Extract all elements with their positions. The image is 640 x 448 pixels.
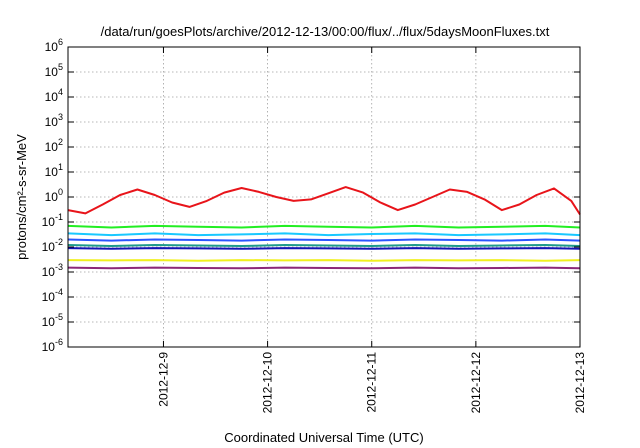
y-tick-base: 10 — [45, 165, 59, 179]
y-tick-base: 10 — [42, 315, 56, 329]
y-tick-exponent: -3 — [55, 262, 63, 272]
y-tick-exponent: -6 — [55, 337, 63, 347]
y-tick-base: 10 — [42, 290, 56, 304]
y-tick-label: 10-3 — [42, 262, 63, 279]
y-tick-exponent: -2 — [55, 237, 63, 247]
series-line-6 — [67, 247, 581, 250]
series-layer — [67, 186, 581, 270]
series-line-2 — [67, 224, 581, 229]
x-tick-label: 2012-12-11 — [365, 352, 379, 413]
y-tick-exponent: 1 — [58, 162, 63, 172]
y-tick-exponent: 3 — [58, 112, 63, 122]
y-tick-label: 10-4 — [42, 287, 63, 304]
y-tick-base: 10 — [45, 40, 59, 54]
x-tick-label: 2012-12-12 — [469, 352, 483, 414]
y-tick-label: 10-6 — [42, 337, 63, 354]
series-line-8 — [67, 266, 581, 270]
x-tick-label: 2012-12-10 — [261, 352, 275, 414]
y-tick-label: 10-2 — [42, 237, 63, 254]
y-tick-base: 10 — [45, 115, 59, 129]
y-tick-exponent: -1 — [55, 212, 63, 222]
y-tick-exponent: -5 — [55, 312, 63, 322]
y-tick-label: 104 — [45, 87, 63, 104]
series-line-4 — [67, 238, 581, 242]
x-axis-ticks: 2012-12-9 2012-12-10 2012-12-11 2012-12-12 2… — [156, 47, 587, 413]
y-tick-base: 10 — [42, 240, 56, 254]
y-tick-label: 10-1 — [42, 212, 63, 229]
chart-title: /data/run/goesPlots/archive/2012-12-13/0… — [101, 24, 550, 39]
y-tick-exponent: -4 — [55, 287, 63, 297]
y-tick-base: 10 — [45, 65, 59, 79]
x-tick-label: 2012-12-13 — [573, 352, 587, 414]
y-tick-exponent: 5 — [58, 62, 63, 72]
y-tick-base: 10 — [42, 215, 56, 229]
grid-lines — [68, 47, 580, 347]
y-tick-base: 10 — [42, 265, 56, 279]
series-line-7 — [67, 259, 581, 262]
y-tick-label: 103 — [45, 112, 63, 129]
series-line-1 — [67, 186, 581, 216]
x-axis-label: Coordinated Universal Time (UTC) — [224, 430, 423, 445]
y-tick-label: 101 — [45, 162, 63, 179]
y-tick-exponent: 4 — [58, 87, 63, 97]
y-axis-label: protons/cm²-s-sr-MeV — [14, 134, 29, 260]
y-tick-exponent: 0 — [58, 187, 63, 197]
y-tick-exponent: 2 — [58, 137, 63, 147]
y-tick-label: 105 — [45, 62, 63, 79]
series-line-3 — [67, 232, 581, 237]
y-tick-label: 100 — [45, 187, 63, 204]
y-tick-exponent: 6 — [58, 37, 63, 47]
y-tick-base: 10 — [45, 90, 59, 104]
y-tick-base: 10 — [42, 340, 56, 354]
y-tick-base: 10 — [45, 140, 59, 154]
x-tick-label: 2012-12-9 — [156, 352, 170, 407]
y-tick-label: 102 — [45, 137, 63, 154]
y-tick-base: 10 — [45, 190, 59, 204]
y-tick-label: 10-5 — [42, 312, 63, 329]
y-axis-ticks: 10-610-510-410-310-210-11001011021031041… — [42, 37, 580, 354]
series-line-5 — [67, 244, 581, 247]
y-tick-label: 106 — [45, 37, 63, 54]
y-axis-label-text: protons/cm²-s-sr-MeV — [14, 134, 29, 260]
